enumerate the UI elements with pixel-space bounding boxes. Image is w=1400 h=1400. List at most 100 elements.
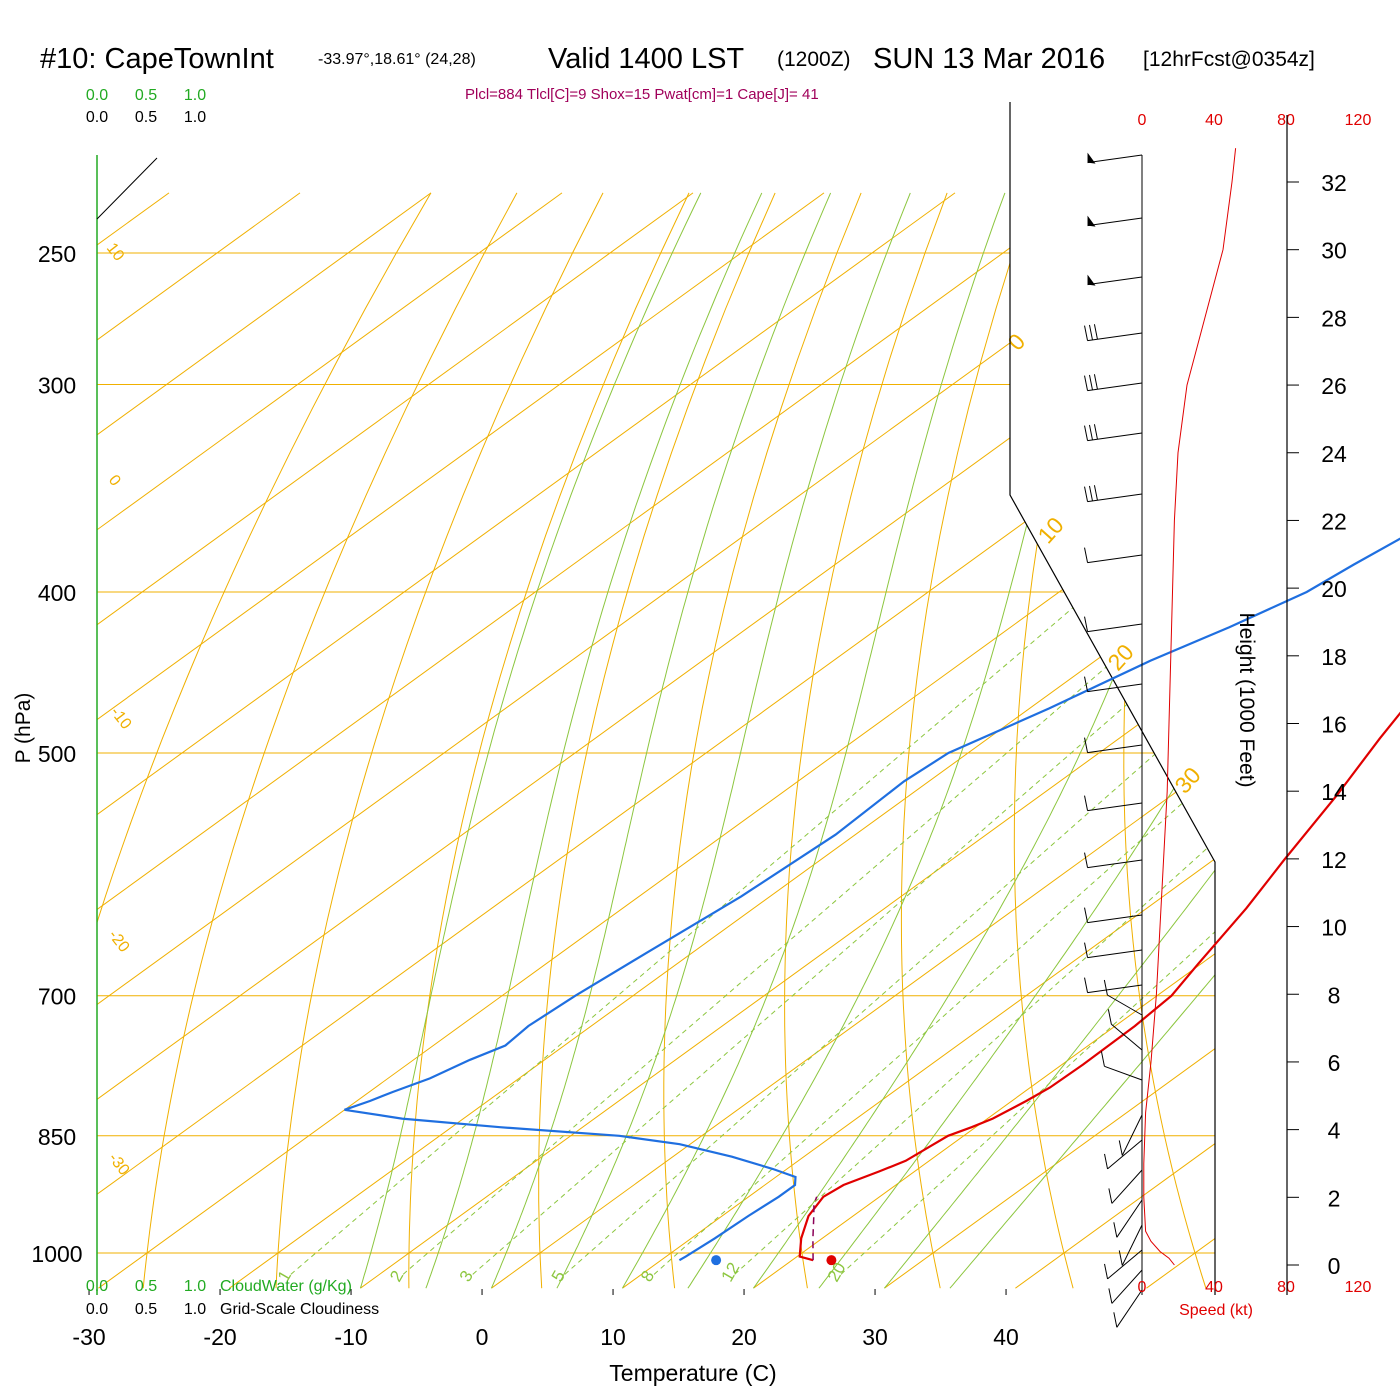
pressure-tick-label: 500 [38,741,76,767]
isotherm-line [98,192,1215,1289]
x-tick-label: -30 [72,1324,105,1350]
dry-adiabat [1333,193,1400,1288]
isotherm-line [884,192,1215,1289]
speed-tick-label: 0 [1138,1279,1147,1296]
speed-axis-top: 0 40 80 120 [1138,112,1372,129]
moist-adiabat [687,192,1121,1289]
isotherm-line [97,192,825,1289]
speed-tick-label: 120 [1345,112,1372,129]
station-coords: -33.97°,18.61° (24,28) [318,51,476,68]
height-tick-label: 10 [1321,915,1347,941]
wind-barbs [1084,152,1143,1328]
speed-tick-label: 0 [1138,112,1147,129]
wind-barb [1104,1249,1143,1280]
mixing-ratio-line [472,591,1215,1275]
moist-adiabat [949,192,1215,1289]
cloudiness-tick-label: 0.5 [135,109,157,126]
x-tick-label: 40 [993,1324,1019,1350]
height-tick-label: 26 [1321,373,1347,399]
cloudiness-label: Grid-Scale Cloudiness [220,1301,379,1318]
x-tick-label: 10 [600,1324,626,1350]
pressure-tick-label: 850 [38,1124,76,1150]
isotherm-line [97,192,1215,1289]
dry-adiabat [900,192,1034,1289]
wind-barb [1084,942,1143,959]
isotherm-label: -10 [107,704,135,733]
height-tick-label: 6 [1328,1050,1341,1076]
station-title: #10: CapeTownInt [40,43,274,75]
wind-barb [1084,795,1143,812]
cloud-water-tick-label: 0.0 [86,1278,108,1295]
isotherm-line [97,192,1215,1289]
wind-barb [1084,547,1143,564]
mixing-ratio-label: 2 [386,1267,407,1285]
dry-adiabat [275,192,604,1289]
cloud-water-tick-label: 0.5 [135,87,157,104]
wind-barb [1104,1139,1143,1170]
isotherm-line [97,192,694,1289]
sounding-series [344,537,1400,1266]
wind-barb [1084,676,1143,693]
x-tick-label: 0 [476,1324,489,1350]
height-tick-label: 32 [1321,170,1347,196]
moist-adiabat [425,192,763,1289]
speed-tick-label: 80 [1277,1279,1295,1296]
pressure-tick-label: 400 [38,580,76,606]
isotherm-line [229,192,1215,1289]
speed-axis-bottom: 0 40 80 120 [1138,1279,1372,1296]
height-tick-label: 20 [1321,576,1347,602]
x-axis-label: Temperature (C) [609,1360,776,1386]
height-tick-label: 22 [1321,508,1347,534]
moist-adiabat [490,192,832,1289]
isotherm-line [97,192,956,1289]
isotherm-line [97,192,432,1289]
cloudiness-tick-label: 0.0 [86,1301,108,1318]
wind-barb [1103,979,1143,1016]
height-tick-label: 0 [1328,1253,1341,1279]
pressure-tick-label: 1000 [31,1241,82,1267]
x-tick-label: -20 [203,1324,236,1350]
thermo-grid [97,192,1400,1289]
cloudiness-tick-label: 1.0 [184,1301,206,1318]
moist-adiabat [621,192,1006,1289]
moist-adiabat [752,192,1215,1289]
wind-barb [1084,324,1143,342]
dry-adiabat [784,192,948,1289]
forecast-label: [12hrFcst@0354z] [1143,48,1315,71]
cloudiness-tick-label: 0.5 [135,1301,157,1318]
cloudiness-tick-label: 1.0 [184,109,206,126]
moist-adiabat [359,192,702,1289]
dry-adiabat [663,192,862,1289]
wind-barb [1084,737,1143,754]
height-tick-label: 14 [1321,779,1347,805]
cloud-axis-bottom: 0.0 0.0 0.5 0.5 1.0 1.0 [86,1278,206,1318]
wind-barb [1087,152,1143,164]
valid-time: Valid 1400 LST [548,43,744,75]
pressure-tick-label: 300 [38,373,76,399]
wind-barb [1084,977,1143,994]
isotherm-label: 10 [1032,512,1068,548]
isotherm-label: -20 [105,927,133,956]
isotherm-line [97,192,1215,1289]
height-tick-label: 24 [1321,441,1347,467]
height-tick-label: 30 [1321,238,1347,264]
dry-adiabat [1123,192,1207,1289]
surface-dewpoint-dot [711,1255,722,1266]
valid-date: SUN 13 Mar 2016 [873,43,1105,75]
dry-adiabat [538,192,776,1289]
cloudiness-tick-label: 0.0 [86,109,108,126]
isotherm-label: -30 [105,1150,133,1179]
mixing-ratio-label: 12 [718,1259,744,1285]
cloud-axis-top: 0.0 0.0 0.5 0.5 1.0 1.0 [86,87,206,126]
moist-adiabat [556,192,911,1289]
isotherm-line [1146,192,1215,1289]
speed-tick-label: 120 [1345,1279,1372,1296]
dry-adiabat [97,192,432,1289]
height-tick-label: 18 [1321,644,1347,670]
wind-barb [1084,374,1143,392]
moist-adiabat [884,192,1215,1289]
isotherm-line [97,192,1087,1289]
isotherm-label: 0 [105,472,124,490]
